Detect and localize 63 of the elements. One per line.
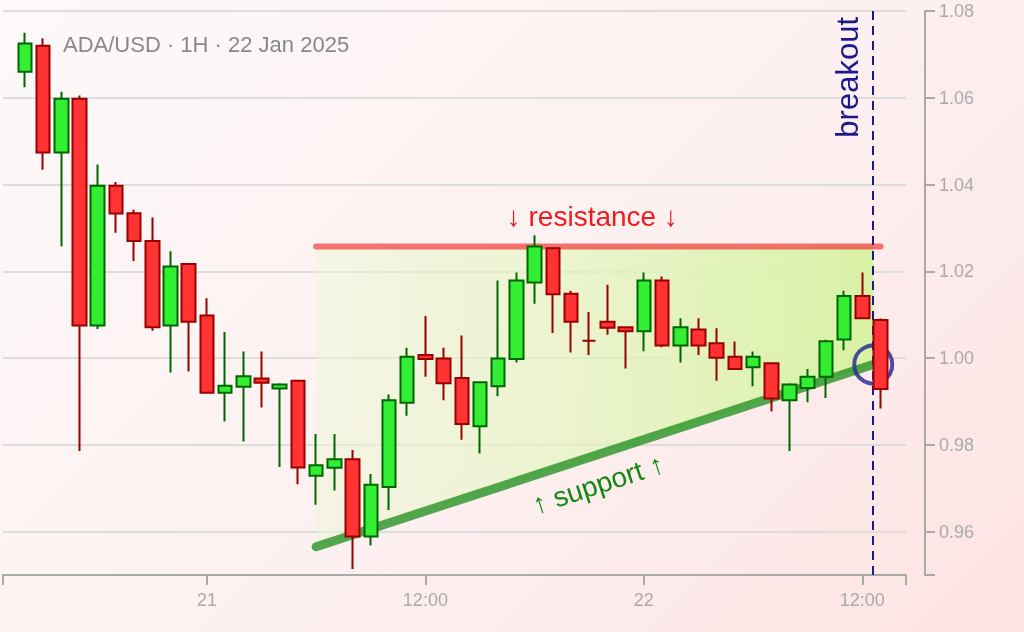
text: ↑ support ↑ (528, 448, 668, 521)
candlestick (836, 289, 852, 352)
candlestick (308, 433, 324, 506)
candlestick (872, 317, 889, 410)
y-tick-label: 0.98 (939, 434, 975, 455)
y-tick-label: 1.06 (939, 87, 975, 108)
candlestick (71, 94, 88, 452)
candlestick (381, 393, 397, 511)
y-tick-label: 1.04 (939, 174, 975, 195)
candlestick (472, 381, 488, 455)
candlestick (17, 31, 33, 89)
x-tick-label: 22 (633, 590, 654, 610)
candlestick (690, 317, 707, 357)
x-tick-label: 21 (196, 590, 217, 610)
candlestick (253, 350, 270, 409)
candlestick (53, 90, 70, 248)
candlestick (217, 331, 233, 423)
x-tick-label: 12:00 (402, 590, 448, 610)
candlestick (417, 314, 434, 378)
candlestick (545, 246, 561, 334)
candlestick (490, 279, 506, 398)
y-tick-label: 1.02 (939, 261, 975, 282)
candlestick (399, 346, 415, 417)
y-tick-label: 1.00 (939, 348, 975, 369)
candlestick (781, 382, 798, 452)
candlestick (745, 350, 761, 388)
candlestick (435, 346, 452, 402)
candlestick (326, 433, 343, 492)
candlestick (363, 472, 379, 547)
candlestick (617, 325, 634, 370)
candlestick (454, 334, 470, 441)
candlestick (290, 378, 306, 486)
candlestick (144, 216, 161, 332)
candlestick (763, 362, 780, 413)
x-tick-label: 12:00 (839, 590, 885, 610)
candlestick (126, 208, 142, 262)
candlestick (89, 163, 106, 331)
candlestick (563, 289, 579, 354)
y-tick-label: 0.96 (939, 521, 975, 542)
candlestick (581, 311, 597, 357)
candlestick (35, 37, 51, 171)
candlestick (636, 271, 652, 353)
candlestick (162, 250, 179, 374)
y-tick-label: 1.08 (939, 1, 975, 21)
candlestick (235, 350, 252, 443)
candlestick (180, 262, 197, 373)
candlestick (526, 234, 543, 305)
candlestick (199, 297, 215, 394)
candlestick (599, 283, 616, 336)
candlestick (727, 340, 743, 370)
candlestick (271, 382, 288, 468)
candlestick (108, 180, 124, 234)
series-label: ↓ resistance ↓ (506, 201, 678, 233)
candlestick (654, 275, 670, 349)
text: ADA/USD · 1H · 22 Jan 2025 (63, 31, 350, 57)
candlestick (672, 317, 689, 364)
candlestick (344, 449, 361, 570)
ref-line-label: breakout (830, 16, 866, 138)
candlestick (799, 367, 816, 404)
candlestick (854, 271, 871, 321)
candlestick (818, 338, 834, 399)
candlestick (508, 271, 525, 364)
candlestick (708, 327, 725, 382)
